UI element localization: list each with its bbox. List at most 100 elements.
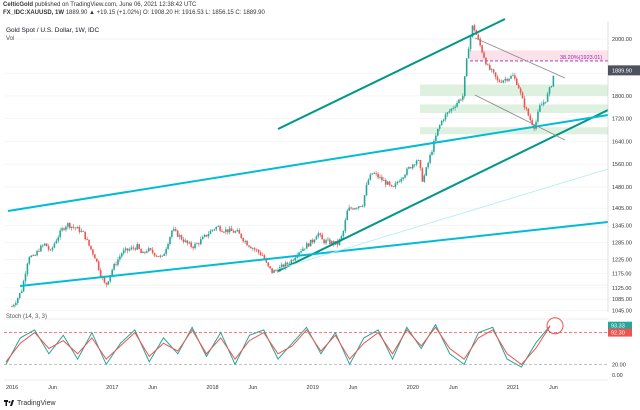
candle-body <box>512 75 514 77</box>
stoch-value-label: 93.33 <box>611 324 625 330</box>
candle-body <box>348 207 350 211</box>
candle-body <box>462 96 464 100</box>
price-tick-label: 1045.00 <box>612 309 632 315</box>
candle-body <box>421 168 424 182</box>
candle-body <box>269 266 271 269</box>
candle-body <box>417 160 420 161</box>
candle-body <box>485 57 487 65</box>
price-tick-label: 1720.00 <box>612 117 632 123</box>
lower-channel-line <box>277 109 609 272</box>
candle-body <box>157 255 160 257</box>
candle-body <box>90 245 92 250</box>
candle-body <box>394 183 397 187</box>
candle-body <box>510 75 512 79</box>
candle-body <box>253 248 256 250</box>
candle-body <box>228 228 231 233</box>
candle-body <box>275 270 277 271</box>
candle-body <box>24 273 27 282</box>
time-tick-label: Jun <box>449 385 458 391</box>
candle-body <box>215 227 218 230</box>
candle-body <box>169 236 171 244</box>
candle-body <box>454 106 456 108</box>
stoch-label: Stoch (14, 3, 3) <box>6 314 47 320</box>
time-tick-label: Jun <box>549 385 558 391</box>
candle-body <box>304 248 306 250</box>
candle-body <box>20 291 23 294</box>
candle-body <box>483 52 485 58</box>
candle-body <box>140 248 142 254</box>
candle-body <box>18 293 21 299</box>
candle-body <box>178 235 181 237</box>
candle-body <box>155 255 158 257</box>
candle-body <box>132 247 135 249</box>
candle-body <box>59 230 61 238</box>
candle-body <box>121 253 123 257</box>
candle-body <box>404 174 406 178</box>
candle-body <box>552 75 555 87</box>
price-tick-label: 1800.00 <box>612 94 632 100</box>
candle-body <box>138 244 140 249</box>
candle-body <box>438 125 441 129</box>
candle-body <box>211 229 214 231</box>
candle-body <box>113 263 115 270</box>
stoch-line-k <box>5 323 551 368</box>
last-price-label: 1889.90 <box>612 68 632 74</box>
candle-body <box>515 78 518 85</box>
candle-body <box>142 251 144 254</box>
candle-body <box>15 303 17 305</box>
candle-body <box>213 229 216 231</box>
time-axis: 2016 Jun 2017 Jun 2018 Jun 2019 Jun 2020 Jun 2021 J… <box>4 379 608 391</box>
candle-body <box>45 243 48 247</box>
candle-body <box>529 115 532 121</box>
candle-body <box>450 108 453 112</box>
candle-body <box>128 249 131 251</box>
candle-body <box>271 268 273 273</box>
candle-body <box>487 64 489 66</box>
candle-body <box>307 243 310 247</box>
candle-body <box>357 206 360 208</box>
candle-body <box>225 229 227 232</box>
candle-body <box>375 173 377 174</box>
candle-body <box>406 168 408 175</box>
candle-body <box>305 243 308 249</box>
candle-body <box>284 262 287 268</box>
candle-body <box>200 239 202 245</box>
candle-body <box>61 228 63 231</box>
candle-body <box>331 241 333 244</box>
candle-body <box>537 111 539 122</box>
time-tick-label: 2016 <box>6 385 18 391</box>
candle-body <box>115 263 117 265</box>
candle-body <box>477 34 480 39</box>
candle-body <box>68 223 71 228</box>
publish-date: published on TradingView.com, June 06, 2… <box>34 2 197 8</box>
candle-body <box>119 256 121 260</box>
publisher-name[interactable]: CelticGold <box>3 2 34 8</box>
candle-body <box>205 234 208 237</box>
candle-body <box>402 177 404 180</box>
candle-body <box>425 167 428 176</box>
candle-body <box>273 270 275 273</box>
footer-brand: TradingView <box>0 396 56 410</box>
candle-body <box>144 251 146 253</box>
candle-body <box>542 102 545 105</box>
candle-body <box>184 240 187 242</box>
candle-body <box>502 80 505 83</box>
candle-body <box>352 208 354 210</box>
candle-body <box>386 181 389 185</box>
candle-body <box>400 179 402 182</box>
candle-body <box>122 250 125 254</box>
fib-label: 38.20%(1923.01) <box>560 55 602 61</box>
candle-body <box>440 120 443 126</box>
candle-body <box>49 249 52 251</box>
candle-body <box>42 245 44 247</box>
candle-body <box>252 248 254 250</box>
time-tick-label: Jun <box>48 385 57 391</box>
candle-body <box>161 255 164 257</box>
candle-body <box>67 223 69 227</box>
candle-body <box>365 184 368 196</box>
candle-body <box>325 240 327 244</box>
candle-body <box>194 243 196 249</box>
candle-body <box>448 111 451 113</box>
